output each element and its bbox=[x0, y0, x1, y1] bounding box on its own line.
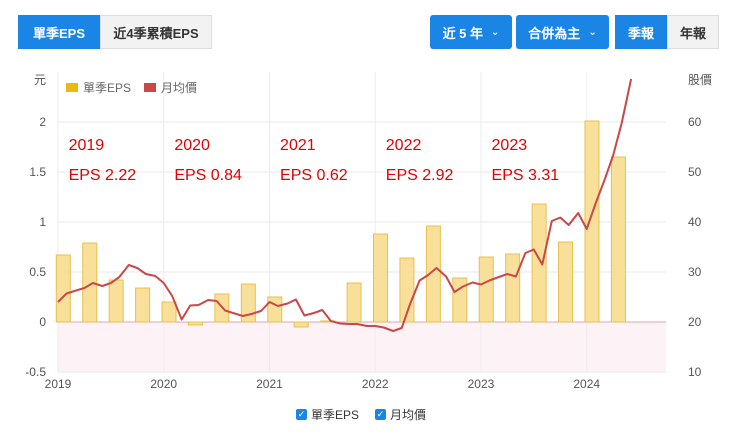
right-axis-tick-label: 50 bbox=[688, 165, 702, 179]
eps-bar bbox=[82, 242, 98, 323]
range-dropdown[interactable]: 近 5 年 ⌄ bbox=[430, 15, 512, 49]
left-axis-tick-label: 1.5 bbox=[29, 165, 46, 179]
toggle-eps-label: 單季EPS bbox=[311, 408, 360, 422]
left-axis-tick-label: 2 bbox=[39, 115, 46, 129]
eps-bar bbox=[584, 120, 600, 323]
right-axis-tick-label: 10 bbox=[688, 365, 702, 379]
toggle-price-label: 月均價 bbox=[390, 408, 427, 422]
legend-eps-swatch bbox=[66, 83, 78, 92]
annotation-year: 2019 bbox=[69, 137, 105, 154]
eps-bar bbox=[135, 287, 151, 323]
right-axis-tick-label: 40 bbox=[688, 215, 702, 229]
right-axis-tick-label: 20 bbox=[688, 315, 702, 329]
checkbox-checked-icon: ✓ bbox=[296, 409, 307, 420]
legend-eps-label: 單季EPS bbox=[83, 81, 131, 95]
eps-price-chart: -0.5 0 0.5 1 1.5 2 10 20 30 40 50 60 2019 2020 2021 202… bbox=[25, 72, 712, 391]
eps-bar bbox=[187, 321, 203, 326]
checkbox-checked-icon: ✓ bbox=[375, 409, 387, 420]
eps-bar bbox=[240, 283, 256, 323]
toggle-price-checkbox[interactable]: ✓ 月均價 bbox=[375, 406, 426, 423]
x-axis-tick-label: 2021 bbox=[256, 377, 283, 391]
x-axis-tick-label: 2020 bbox=[150, 377, 177, 391]
right-axis-tick-label: 60 bbox=[688, 115, 702, 129]
eps-bar bbox=[55, 254, 71, 323]
eps-bar bbox=[425, 225, 441, 323]
annotation-eps: EPS 3.31 bbox=[492, 167, 560, 184]
annotation-year: 2022 bbox=[386, 137, 422, 154]
left-axis-tick-label: 1 bbox=[39, 215, 46, 229]
series-toggle-legend: ✓ 單季EPS ✓ 月均價 bbox=[296, 406, 426, 423]
annotation-eps: EPS 2.92 bbox=[386, 167, 454, 184]
basis-dropdown[interactable]: 合併為主 ⌄ bbox=[516, 15, 609, 49]
period-annual-button[interactable]: 年報 bbox=[667, 15, 719, 49]
eps-bar bbox=[452, 277, 468, 323]
chevron-down-icon: ⌄ bbox=[491, 26, 500, 38]
eps-bar bbox=[293, 321, 309, 328]
legend-price-swatch bbox=[144, 83, 156, 92]
left-axis-title: 元 bbox=[34, 73, 46, 87]
left-axis-tick-label: -0.5 bbox=[25, 365, 46, 379]
eps-bar bbox=[373, 233, 389, 323]
tab-quarterly-eps[interactable]: 單季EPS bbox=[18, 15, 100, 49]
eps-bar bbox=[610, 156, 626, 323]
annotation-eps: EPS 2.22 bbox=[69, 167, 137, 184]
period-annual-label: 年報 bbox=[679, 25, 706, 41]
legend-price-label: 月均價 bbox=[161, 81, 197, 95]
x-axis-tick-label: 2024 bbox=[573, 377, 600, 391]
annotation-year: 2021 bbox=[280, 137, 316, 154]
tab-cumulative-eps-label: 近4季累積EPS bbox=[113, 25, 199, 41]
x-axis-tick-label: 2019 bbox=[45, 377, 72, 391]
toggle-eps-checkbox[interactable]: ✓ 單季EPS bbox=[296, 406, 359, 423]
period-quarterly-button[interactable]: 季報 bbox=[615, 15, 667, 49]
annotation-eps: EPS 0.62 bbox=[280, 167, 348, 184]
eps-bar bbox=[267, 296, 283, 323]
x-axis-tick-label: 2022 bbox=[362, 377, 389, 391]
eps-bar bbox=[346, 282, 362, 323]
right-axis-title: 股價 bbox=[688, 73, 712, 87]
annotation-eps: EPS 0.84 bbox=[174, 167, 242, 184]
annotation-year: 2020 bbox=[174, 137, 210, 154]
negative-region-band bbox=[58, 322, 666, 372]
right-axis-tick-label: 30 bbox=[688, 265, 702, 279]
eps-bar bbox=[505, 253, 521, 323]
left-axis-tick-label: 0 bbox=[39, 315, 46, 329]
left-axis-tick-label: 0.5 bbox=[29, 265, 46, 279]
x-axis-tick-label: 2023 bbox=[468, 377, 495, 391]
eps-bar bbox=[161, 301, 177, 323]
tab-quarterly-eps-label: 單季EPS bbox=[32, 25, 85, 41]
basis-dropdown-label: 合併為主 bbox=[528, 25, 581, 41]
price-line bbox=[57, 78, 633, 332]
period-quarterly-label: 季報 bbox=[627, 25, 654, 41]
annotation-year: 2023 bbox=[492, 137, 528, 154]
chevron-down-icon: ⌄ bbox=[588, 26, 597, 38]
eps-bar bbox=[108, 279, 124, 323]
eps-bar bbox=[478, 256, 494, 323]
range-dropdown-label: 近 5 年 bbox=[442, 25, 484, 41]
eps-bar bbox=[531, 203, 547, 323]
eps-bar bbox=[558, 241, 574, 323]
tab-cumulative-eps[interactable]: 近4季累積EPS bbox=[100, 15, 212, 49]
